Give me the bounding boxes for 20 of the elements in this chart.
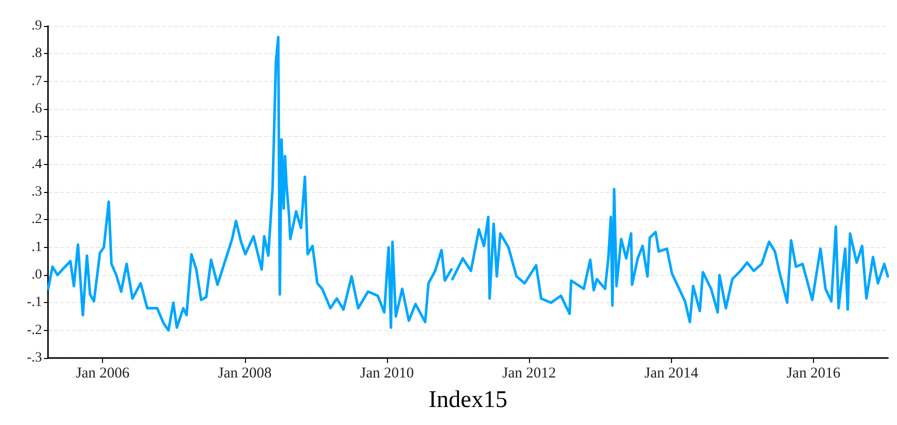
y-tick-label: .1: [32, 240, 42, 255]
y-tick-label: .3: [32, 184, 42, 200]
y-tick-label: .5: [32, 129, 42, 144]
x-tick-label: Jan 2014: [644, 366, 699, 382]
x-tick-label: Jan 2006: [76, 366, 130, 382]
y-tick-label: .6: [32, 102, 42, 116]
y-tick-label: -.2: [26, 322, 42, 338]
x-tick-label: Jan 2016: [786, 366, 841, 382]
x-tick-label: Jan 2010: [360, 366, 414, 382]
y-tick-label: .8: [32, 46, 42, 62]
x-tick-label: Jan 2012: [502, 366, 556, 382]
y-tick-label: .7: [32, 74, 42, 89]
y-tick-label: .2: [32, 212, 42, 228]
y-tick-label: .9: [32, 18, 42, 34]
y-tick-label: -.3: [26, 350, 42, 366]
y-tick-label: .0: [32, 268, 42, 282]
y-tick-label: .4: [32, 156, 42, 172]
x-axis-title: Index15: [428, 387, 508, 413]
x-tick-label: Jan 2008: [218, 366, 272, 382]
y-tick-label: -.1: [26, 295, 42, 310]
